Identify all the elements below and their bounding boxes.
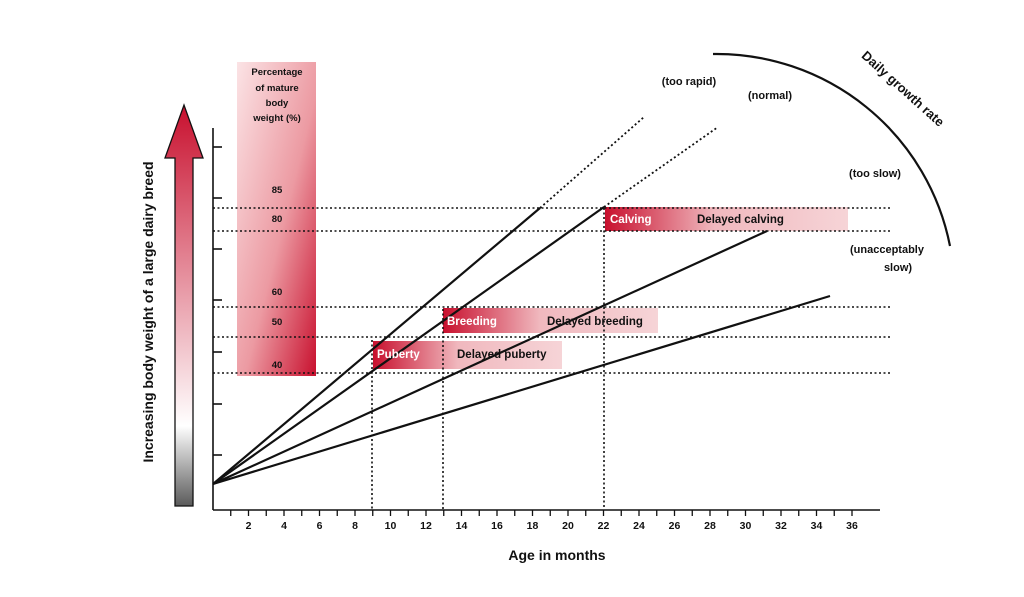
too-rapid-line — [212, 207, 541, 485]
pct-50-label: 50 — [272, 317, 283, 328]
x-tick-label: 18 — [527, 520, 539, 532]
y-axis-title: Increasing body weight of a large dairy … — [140, 161, 156, 462]
svg-text:body: body — [266, 98, 289, 109]
percentage-box-title: Percentage of mature body weight (%) — [251, 67, 302, 124]
pct-80-label: 80 — [272, 214, 283, 225]
puberty-band — [373, 341, 562, 369]
delayed-puberty-label: Delayed puberty — [457, 349, 547, 361]
puberty-label: Puberty — [377, 349, 420, 361]
x-ticks — [230, 510, 853, 516]
x-tick-label: 6 — [317, 520, 323, 532]
calving-band — [605, 207, 848, 231]
x-tick-label: 14 — [456, 520, 468, 532]
pct-40-label: 40 — [272, 360, 283, 371]
delayed-breeding-label: Delayed breeding — [547, 316, 643, 328]
x-tick-label: 12 — [420, 520, 432, 532]
too-rapid-extension — [539, 116, 645, 209]
calving-label: Calving — [610, 214, 652, 226]
x-tick-label: 28 — [704, 520, 716, 532]
weight-arrow — [164, 103, 204, 507]
x-tick-label: 4 — [281, 520, 287, 532]
x-tick-label: 22 — [598, 520, 610, 532]
svg-text:of mature: of mature — [255, 83, 298, 94]
svg-text:Percentage: Percentage — [251, 67, 302, 78]
reference-lines — [213, 207, 890, 374]
growth-rate-title: Daily growth rate — [859, 48, 947, 130]
unacceptably-slow-label-1: (unacceptably — [850, 244, 925, 256]
pct-60-label: 60 — [272, 287, 283, 298]
x-tick-label: 20 — [562, 520, 574, 532]
x-tick-label: 32 — [775, 520, 787, 532]
pct-85-label: 85 — [272, 185, 283, 196]
milestone-lines — [371, 208, 605, 510]
x-tick-label: 26 — [669, 520, 681, 532]
normal-line — [212, 206, 605, 485]
x-tick-label: 30 — [740, 520, 752, 532]
normal-extension — [603, 126, 719, 208]
x-tick-label: 34 — [811, 520, 823, 532]
x-tick-label: 16 — [491, 520, 503, 532]
growth-rate-arc — [712, 52, 952, 247]
x-tick-label: 2 — [246, 520, 252, 532]
x-axis-title: Age in months — [508, 547, 605, 563]
too-rapid-label: (too rapid) — [662, 76, 717, 88]
svg-text:weight (%): weight (%) — [252, 113, 301, 124]
normal-label: (normal) — [748, 90, 792, 102]
x-tick-label: 8 — [352, 520, 358, 532]
x-tick-label: 24 — [633, 520, 645, 532]
delayed-calving-label: Delayed calving — [697, 214, 784, 226]
too-slow-label: (too slow) — [849, 168, 901, 180]
unacceptably-slow-label-2: slow) — [884, 262, 912, 274]
x-tick-labels: 2 4 6 8 10 12 14 16 18 20 22 24 26 28 30 32 34 36 — [246, 520, 858, 532]
unacceptably-slow-line — [212, 294, 831, 486]
x-tick-label: 36 — [846, 520, 858, 532]
percentage-box — [237, 62, 316, 376]
growth-lines — [212, 116, 831, 486]
y-ticks — [213, 146, 222, 456]
x-tick-label: 10 — [385, 520, 397, 532]
breeding-label: Breeding — [447, 316, 497, 328]
too-slow-line — [212, 229, 768, 486]
